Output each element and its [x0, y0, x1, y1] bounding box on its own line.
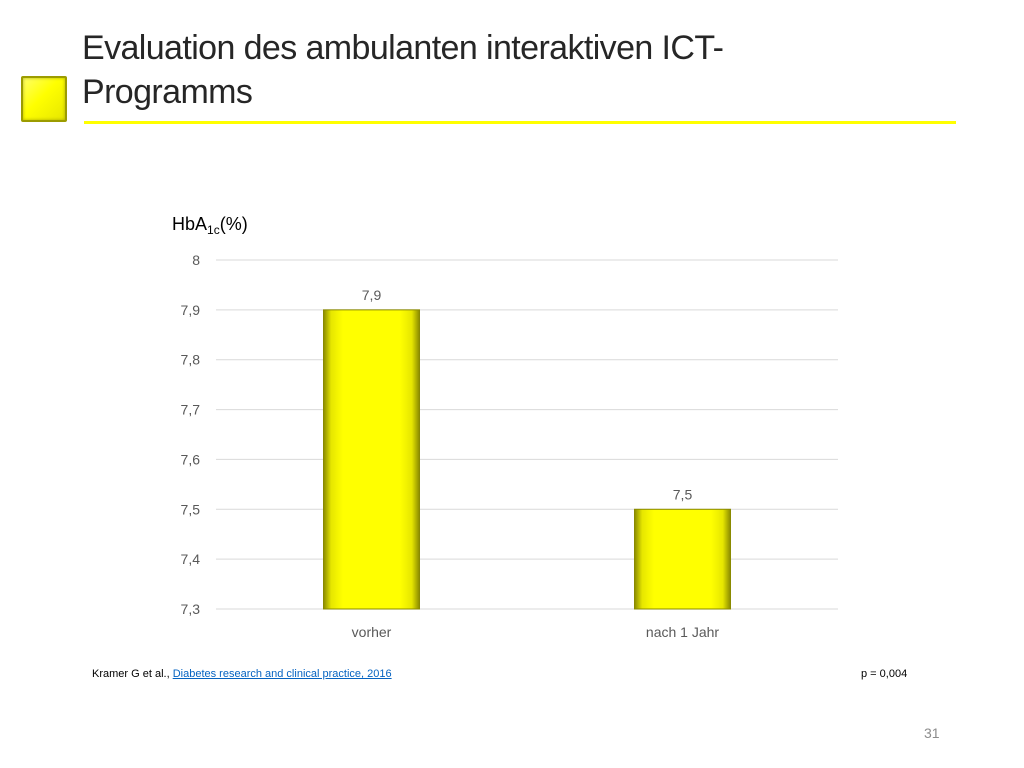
- y-tick-label: 7,5: [181, 501, 201, 517]
- page-number: 31: [924, 725, 940, 741]
- data-label: 7,9: [362, 287, 382, 303]
- y-tick-label: 7,7: [181, 402, 201, 418]
- y-axis-label-suffix: (%): [219, 214, 248, 234]
- y-tick-label: 7,8: [181, 352, 201, 368]
- x-tick-label: nach 1 Jahr: [646, 624, 719, 640]
- gridlines: [216, 259, 838, 610]
- y-tick-label: 8: [192, 252, 200, 268]
- citation-link[interactable]: Diabetes research and clinical practice,…: [172, 668, 392, 680]
- x-tick-label: vorher: [352, 624, 392, 640]
- y-axis-label-subscript: 1c: [207, 223, 220, 237]
- y-axis-label-main: HbA: [172, 214, 208, 234]
- y-tick-label: 7,6: [181, 451, 201, 467]
- y-tick-label: 7,3: [181, 601, 201, 617]
- bar: [323, 309, 420, 610]
- y-tick-label: 7,9: [181, 302, 201, 318]
- title-accent-square: [21, 76, 67, 122]
- bar-chart: 7,3 7,4 7,5 7,6 7,7 7,8 7,9 8 7,9 7,5 vorher nach…: [181, 252, 838, 640]
- data-labels: 7,9 7,5: [362, 287, 693, 502]
- title-underline: [84, 121, 956, 124]
- y-tick-label: 7,4: [181, 551, 201, 567]
- bars: [323, 309, 731, 610]
- citation-authors: Kramer G et al.,: [92, 668, 173, 680]
- p-value: p = 0,004: [861, 668, 908, 680]
- bar: [634, 508, 731, 610]
- x-axis-ticks: vorher nach 1 Jahr: [352, 624, 720, 640]
- y-axis-ticks: 7,3 7,4 7,5 7,6 7,7 7,8 7,9 8: [181, 252, 201, 617]
- citation: Kramer G et al., Diabetes research and c…: [92, 668, 392, 680]
- y-axis-label: HbA1c(%): [172, 214, 248, 237]
- data-label: 7,5: [673, 486, 693, 502]
- slide-title: Evaluation des ambulanten interaktiven I…: [82, 29, 724, 111]
